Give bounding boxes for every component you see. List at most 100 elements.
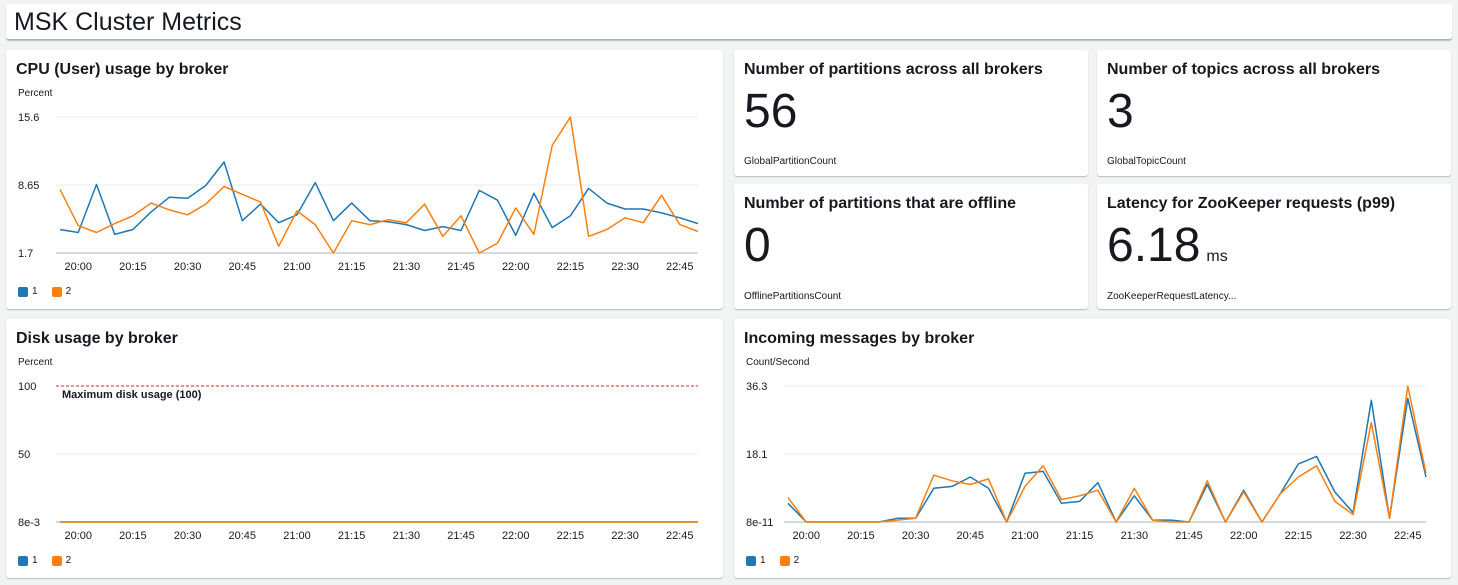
cpu-legend-item-1[interactable]: 1 xyxy=(18,286,38,297)
disk-legend-label-1: 1 xyxy=(32,555,38,566)
zk-value: 6.18 xyxy=(1107,219,1201,272)
disk-legend: 1 2 xyxy=(18,555,71,566)
x-tick-label: 21:45 xyxy=(1175,530,1203,542)
zk-value-wrap: 6.18 ms xyxy=(1107,222,1228,270)
incoming-legend-label-1: 1 xyxy=(760,555,766,566)
incoming-legend-label-2: 2 xyxy=(793,555,800,566)
x-tick-label: 20:15 xyxy=(119,530,147,542)
x-tick-label: 22:15 xyxy=(557,530,585,542)
series-line-2 xyxy=(59,116,699,254)
x-tick-label: 22:15 xyxy=(1285,530,1313,542)
x-tick-label: 21:30 xyxy=(393,530,421,542)
zk-widget-title: Latency for ZooKeeper requests (p99) xyxy=(1107,195,1396,212)
x-tick-label: 22:30 xyxy=(611,261,639,273)
x-tick-label: 21:45 xyxy=(447,261,475,273)
partitions-widget-title: Number of partitions across all brokers xyxy=(744,61,1043,78)
y-tick-label: 1.7 xyxy=(18,248,33,260)
disk-legend-item-1[interactable]: 1 xyxy=(18,555,38,566)
topics-metric-name: GlobalTopicCount xyxy=(1107,156,1186,167)
cpu-widget[interactable]: CPU (User) usage by broker Percent 1.7 8.… xyxy=(6,50,723,309)
x-tick-label: 21:00 xyxy=(283,261,311,273)
dashboard-title-panel: MSK Cluster Metrics xyxy=(6,4,1452,40)
x-tick-label: 20:30 xyxy=(174,261,202,273)
offline-widget-title: Number of partitions that are offline xyxy=(744,195,1017,212)
y-tick-label: 8e-3 xyxy=(18,517,40,529)
series-line-1 xyxy=(59,161,699,237)
cpu-legend-label-2: 2 xyxy=(65,286,72,297)
x-tick-label: 20:30 xyxy=(902,530,930,542)
y-tick-label: 18.1 xyxy=(746,449,767,461)
x-tick-label: 22:00 xyxy=(502,261,530,273)
series-2-swatch xyxy=(51,555,62,566)
disk-widget-title: Disk usage by broker xyxy=(16,330,178,347)
series-1-swatch xyxy=(18,555,28,566)
x-tick-label: 20:15 xyxy=(847,530,875,542)
incoming-widget-title: Incoming messages by broker xyxy=(744,330,975,347)
x-tick-label: 21:15 xyxy=(338,530,366,542)
partitions-widget[interactable]: Number of partitions across all brokers … xyxy=(734,50,1088,176)
x-tick-label: 20:00 xyxy=(64,530,92,542)
topics-value: 3 xyxy=(1107,85,1134,138)
y-tick-label: 15.6 xyxy=(18,112,39,124)
x-tick-label: 22:45 xyxy=(1394,530,1422,542)
zk-unit: ms xyxy=(1206,248,1228,265)
incoming-legend-item-1[interactable]: 1 xyxy=(746,555,766,566)
x-tick-label: 20:45 xyxy=(957,530,985,542)
x-tick-label: 21:15 xyxy=(1066,530,1094,542)
y-tick-label: 100 xyxy=(18,381,36,393)
x-tick-label: 22:00 xyxy=(502,530,530,542)
cpu-chart[interactable]: 1.7 8.65 15.6 20:00 20:15 20:30 20:45 21:00 21:1… xyxy=(6,50,723,309)
y-tick-label: 36.3 xyxy=(746,381,767,393)
disk-legend-label-2: 2 xyxy=(65,555,72,566)
x-tick-label: 22:30 xyxy=(611,530,639,542)
cpu-legend-item-2[interactable]: 2 xyxy=(51,286,72,297)
x-tick-label: 20:45 xyxy=(229,261,257,273)
partitions-metric-name: GlobalPartitionCount xyxy=(744,156,837,167)
x-tick-label: 21:00 xyxy=(283,530,311,542)
offline-value: 0 xyxy=(744,219,771,272)
zookeeper-latency-widget[interactable]: Latency for ZooKeeper requests (p99) 6.1… xyxy=(1097,184,1451,309)
cpu-legend-label-1: 1 xyxy=(32,286,38,297)
cpu-legend: 1 2 xyxy=(18,286,71,297)
x-tick-label: 22:15 xyxy=(557,261,585,273)
x-tick-label: 20:15 xyxy=(119,261,147,273)
cpu-widget-title: CPU (User) usage by broker xyxy=(16,61,229,78)
threshold-label: Maximum disk usage (100) xyxy=(62,389,202,401)
incoming-legend: 1 2 xyxy=(746,555,799,566)
series-1-swatch xyxy=(746,555,756,566)
incoming-messages-widget[interactable]: Incoming messages by broker Count/Second… xyxy=(734,319,1451,578)
x-tick-label: 20:45 xyxy=(229,530,257,542)
disk-y-unit: Percent xyxy=(18,357,53,368)
series-1-swatch xyxy=(18,286,28,297)
x-tick-label: 20:00 xyxy=(792,530,820,542)
disk-legend-item-2[interactable]: 2 xyxy=(51,555,72,566)
offline-partitions-widget[interactable]: Number of partitions that are offline 0 … xyxy=(734,184,1088,309)
x-tick-label: 20:30 xyxy=(174,530,202,542)
incoming-legend-item-2[interactable]: 2 xyxy=(779,555,800,566)
series-2-swatch xyxy=(51,286,62,297)
x-tick-label: 21:30 xyxy=(1121,530,1149,542)
offline-metric-name: OfflinePartitionsCount xyxy=(744,291,842,302)
x-tick-label: 21:15 xyxy=(338,261,366,273)
disk-chart[interactable]: 8e-3 50 100 20:00 20:15 20:30 20:45 21:00 21:15 2… xyxy=(6,319,723,578)
zk-metric-name: ZooKeeperRequestLatency... xyxy=(1107,291,1237,302)
x-tick-label: 21:30 xyxy=(393,261,421,273)
topics-widget[interactable]: Number of topics across all brokers 3 Gl… xyxy=(1097,50,1451,176)
topics-widget-title: Number of topics across all brokers xyxy=(1107,61,1380,78)
partitions-value: 56 xyxy=(744,85,798,138)
x-tick-label: 20:00 xyxy=(64,261,92,273)
cpu-y-unit: Percent xyxy=(18,88,53,99)
incoming-y-unit: Count/Second xyxy=(746,357,810,368)
y-tick-label: 8e-11 xyxy=(746,517,773,529)
x-tick-label: 22:45 xyxy=(666,261,694,273)
disk-widget[interactable]: Disk usage by broker Percent 8e-3 50 100 20… xyxy=(6,319,723,578)
x-tick-label: 22:30 xyxy=(1339,530,1367,542)
x-tick-label: 21:45 xyxy=(447,530,475,542)
series-2-swatch xyxy=(779,555,790,566)
x-tick-label: 22:45 xyxy=(666,530,694,542)
x-tick-label: 21:00 xyxy=(1011,530,1039,542)
y-tick-label: 50 xyxy=(18,449,30,461)
x-tick-label: 22:00 xyxy=(1230,530,1258,542)
series-line-2 xyxy=(787,385,1427,523)
